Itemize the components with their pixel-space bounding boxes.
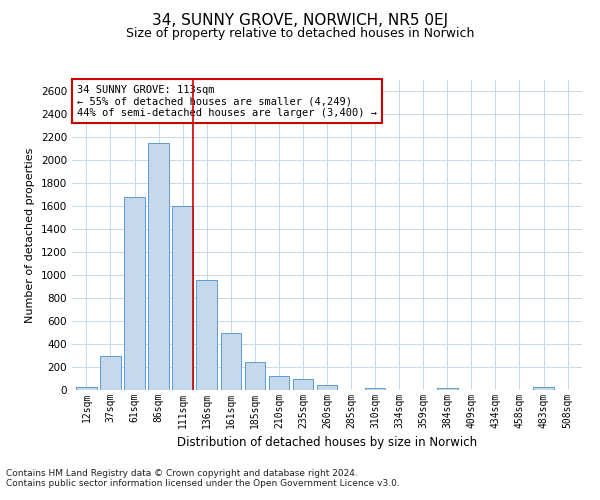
Y-axis label: Number of detached properties: Number of detached properties <box>25 148 35 322</box>
Bar <box>293 378 313 390</box>
Text: 34 SUNNY GROVE: 113sqm
← 55% of detached houses are smaller (4,249)
44% of semi-: 34 SUNNY GROVE: 113sqm ← 55% of detached… <box>77 84 377 118</box>
Bar <box>317 385 337 390</box>
Bar <box>172 206 193 390</box>
Bar <box>124 197 145 390</box>
Bar <box>533 387 554 390</box>
Bar <box>148 143 169 390</box>
Bar <box>269 376 289 390</box>
X-axis label: Distribution of detached houses by size in Norwich: Distribution of detached houses by size … <box>177 436 477 450</box>
Text: Contains HM Land Registry data © Crown copyright and database right 2024.: Contains HM Land Registry data © Crown c… <box>6 468 358 477</box>
Text: Size of property relative to detached houses in Norwich: Size of property relative to detached ho… <box>126 28 474 40</box>
Bar <box>365 388 385 390</box>
Bar <box>76 387 97 390</box>
Text: 34, SUNNY GROVE, NORWICH, NR5 0EJ: 34, SUNNY GROVE, NORWICH, NR5 0EJ <box>152 12 448 28</box>
Bar <box>196 280 217 390</box>
Bar <box>245 362 265 390</box>
Bar <box>100 356 121 390</box>
Bar <box>437 388 458 390</box>
Text: Contains public sector information licensed under the Open Government Licence v3: Contains public sector information licen… <box>6 478 400 488</box>
Bar <box>221 332 241 390</box>
